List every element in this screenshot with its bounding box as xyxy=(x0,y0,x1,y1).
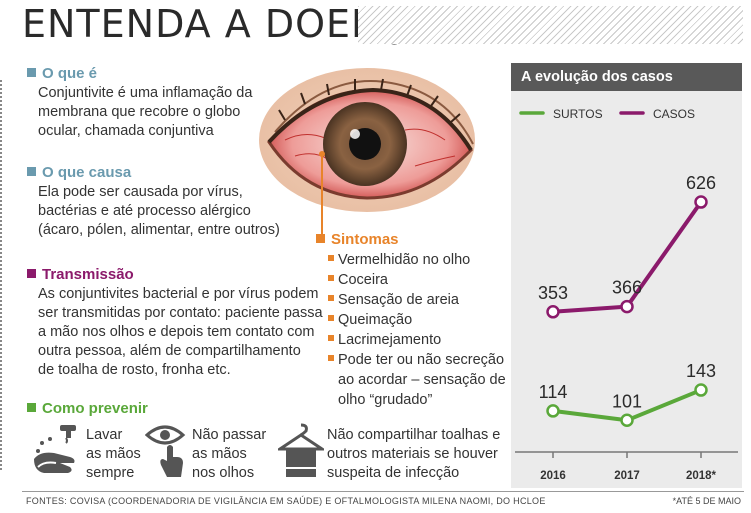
bullet-square-icon xyxy=(316,234,325,243)
chart-title: A evolução dos casos xyxy=(511,63,742,91)
symptom-item-cont: olho “grudado” xyxy=(338,392,433,408)
prevent-item-towel-text: Não compartilhar toalhas e outros materi… xyxy=(327,427,501,481)
section-cause-text: Ela pode ser causada por vírus, bactéria… xyxy=(38,184,280,238)
data-point xyxy=(546,404,560,418)
x-tick-label: 2017 xyxy=(614,470,640,482)
data-label: 353 xyxy=(538,283,568,303)
source-credit: FONTES: COVISA (COORDENADORIA DE VIGILÂN… xyxy=(26,496,546,506)
bullet-square-icon xyxy=(27,167,36,176)
symptom-list: Vermelhidão no olho Coceira Sensação de … xyxy=(328,250,506,410)
data-label: 143 xyxy=(686,361,716,381)
x-tick-label: 2018* xyxy=(686,470,717,482)
section-what: O que é Conjuntivite é uma inflamação da… xyxy=(27,65,252,141)
section-cause-heading: O que causa xyxy=(27,164,280,181)
bullet-square-icon xyxy=(27,269,36,278)
symptom-item: Lacrimejamento xyxy=(328,330,506,350)
section-symptoms: Sintomas Vermelhidão no olho Coceira Sen… xyxy=(316,231,506,410)
symptoms-connector xyxy=(319,151,325,235)
bullet-icon xyxy=(328,335,334,341)
section-prevent-heading: Como prevenir xyxy=(27,400,148,417)
symptom-item-cont: ao acordar – sensação de xyxy=(338,372,506,388)
hand-washing-icon xyxy=(34,425,76,473)
footnote: *ATÉ 5 DE MAIO xyxy=(672,496,741,506)
bullet-square-icon xyxy=(27,403,36,412)
data-point xyxy=(620,413,634,428)
symptom-item: Vermelhidão no olho xyxy=(328,250,506,270)
section-cause: O que causa Ela pode ser causada por vír… xyxy=(27,164,280,240)
section-transmission-heading: Transmissão xyxy=(27,266,323,283)
section-what-text: Conjuntivite é uma inflamação da membran… xyxy=(38,85,253,139)
data-point xyxy=(620,299,634,314)
section-transmission: Transmissão As conjuntivites bacterial e… xyxy=(27,266,323,380)
legend-label-surtos: SURTOS xyxy=(553,107,603,121)
data-point xyxy=(694,195,708,209)
data-point xyxy=(546,305,560,319)
section-transmission-text: As conjuntivites bacterial e por vírus p… xyxy=(38,286,323,378)
bullet-icon xyxy=(328,275,334,281)
bullet-square-icon xyxy=(27,68,36,77)
bullet-icon xyxy=(328,255,334,261)
symptom-item: Queimação xyxy=(328,310,506,330)
symptom-item: Pode ter ou não secreção xyxy=(328,350,506,370)
bullet-icon xyxy=(328,295,334,301)
section-symptoms-heading: Sintomas xyxy=(316,231,506,248)
symptom-item: Coceira xyxy=(328,270,506,290)
section-prevent: Como prevenir xyxy=(27,400,148,417)
bullet-icon xyxy=(328,315,334,321)
footer-divider xyxy=(22,491,744,492)
bullet-icon xyxy=(328,355,334,361)
x-tick-label: 2016 xyxy=(540,470,566,482)
section-what-heading: O que é xyxy=(27,65,252,82)
line-chart: SURTOS CASOS 114 101 143 353 366 626 2016 2017 201… xyxy=(515,107,738,482)
towel-hanger-icon xyxy=(278,423,324,477)
data-label: 101 xyxy=(612,391,642,411)
legend-label-casos: CASOS xyxy=(653,107,695,121)
data-label: 626 xyxy=(686,173,716,193)
eye-touch-icon xyxy=(145,425,186,477)
title-decoration xyxy=(358,6,743,44)
prevent-item-wash-text: Lavar as mãos sempre xyxy=(86,427,141,481)
data-point xyxy=(694,383,708,397)
symptom-item: Sensação de areia xyxy=(328,290,506,310)
data-label: 114 xyxy=(539,382,568,402)
red-eye-illustration xyxy=(259,68,475,212)
prevent-item-eyes-text: Não passar as mãos nos olhos xyxy=(192,427,267,481)
data-label: 366 xyxy=(612,278,642,298)
left-margin-rule xyxy=(0,80,5,470)
